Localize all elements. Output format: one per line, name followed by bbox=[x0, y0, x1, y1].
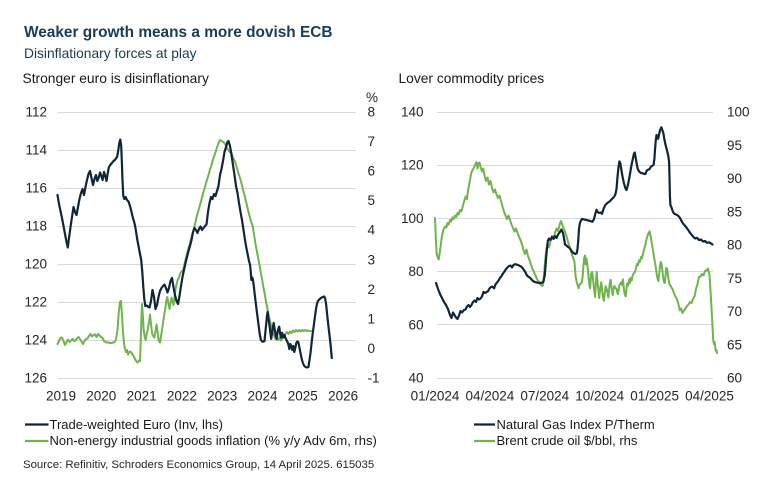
svg-text:Trade-weighted Euro (Inv, lhs): Trade-weighted Euro (Inv, lhs) bbox=[50, 417, 223, 432]
svg-text:85: 85 bbox=[727, 204, 742, 219]
svg-text:126: 126 bbox=[24, 371, 47, 386]
svg-text:Natural Gas Index P/Therm: Natural Gas Index P/Therm bbox=[497, 417, 655, 432]
svg-text:1: 1 bbox=[368, 311, 376, 326]
svg-text:95: 95 bbox=[727, 138, 742, 153]
svg-text:5: 5 bbox=[368, 193, 376, 208]
svg-text:3: 3 bbox=[368, 252, 376, 267]
svg-text:2022: 2022 bbox=[167, 389, 197, 404]
svg-text:118: 118 bbox=[25, 219, 47, 234]
svg-text:80: 80 bbox=[408, 264, 423, 279]
svg-text:4: 4 bbox=[368, 223, 376, 238]
svg-text:Source: Refinitiv, Schroders E: Source: Refinitiv, Schroders Economics G… bbox=[23, 459, 374, 471]
svg-text:8: 8 bbox=[368, 105, 376, 120]
svg-text:Non-energy industrial goods in: Non-energy industrial goods inflation (%… bbox=[50, 433, 377, 448]
svg-text:01/2025: 01/2025 bbox=[630, 389, 679, 404]
svg-text:%: % bbox=[366, 90, 378, 105]
svg-text:100: 100 bbox=[401, 211, 424, 226]
svg-text:60: 60 bbox=[727, 371, 742, 386]
svg-text:75: 75 bbox=[727, 271, 742, 286]
svg-text:Weaker growth means a more dov: Weaker growth means a more dovish ECB bbox=[24, 24, 332, 41]
svg-text:2024: 2024 bbox=[247, 389, 278, 404]
svg-text:7: 7 bbox=[368, 134, 376, 149]
svg-text:6: 6 bbox=[368, 164, 376, 179]
svg-text:140: 140 bbox=[401, 105, 424, 120]
svg-text:2019: 2019 bbox=[46, 389, 76, 404]
svg-text:2023: 2023 bbox=[207, 389, 237, 404]
svg-text:116: 116 bbox=[25, 181, 47, 196]
svg-text:2026: 2026 bbox=[328, 389, 358, 404]
svg-text:2: 2 bbox=[368, 282, 376, 297]
svg-text:100: 100 bbox=[727, 105, 750, 120]
svg-text:Lover commodity prices: Lover commodity prices bbox=[399, 71, 545, 86]
svg-text:70: 70 bbox=[727, 304, 742, 319]
svg-text:07/2024: 07/2024 bbox=[520, 389, 569, 404]
svg-text:Disinflationary forces at play: Disinflationary forces at play bbox=[24, 46, 197, 61]
svg-text:112: 112 bbox=[25, 105, 47, 120]
svg-text:Brent crude oil $/bbl, rhs: Brent crude oil $/bbl, rhs bbox=[497, 433, 638, 448]
svg-text:120: 120 bbox=[401, 158, 424, 173]
svg-text:80: 80 bbox=[727, 238, 742, 253]
svg-text:114: 114 bbox=[25, 143, 47, 158]
svg-text:65: 65 bbox=[727, 337, 742, 352]
svg-text:2025: 2025 bbox=[288, 389, 318, 404]
svg-text:04/2024: 04/2024 bbox=[465, 389, 514, 404]
svg-text:2020: 2020 bbox=[86, 389, 116, 404]
svg-text:0: 0 bbox=[368, 341, 376, 356]
svg-text:124: 124 bbox=[24, 333, 47, 348]
svg-text:04/2025: 04/2025 bbox=[685, 389, 734, 404]
svg-text:01/2024: 01/2024 bbox=[411, 389, 460, 404]
svg-text:10/2024: 10/2024 bbox=[575, 389, 624, 404]
svg-text:2021: 2021 bbox=[127, 389, 157, 404]
svg-text:120: 120 bbox=[24, 257, 47, 272]
svg-text:Stronger euro is disinflationa: Stronger euro is disinflationary bbox=[23, 71, 209, 86]
svg-text:60: 60 bbox=[408, 317, 423, 332]
svg-text:-1: -1 bbox=[368, 371, 380, 386]
svg-text:122: 122 bbox=[24, 295, 47, 310]
svg-text:40: 40 bbox=[408, 371, 423, 386]
svg-text:90: 90 bbox=[727, 171, 742, 186]
